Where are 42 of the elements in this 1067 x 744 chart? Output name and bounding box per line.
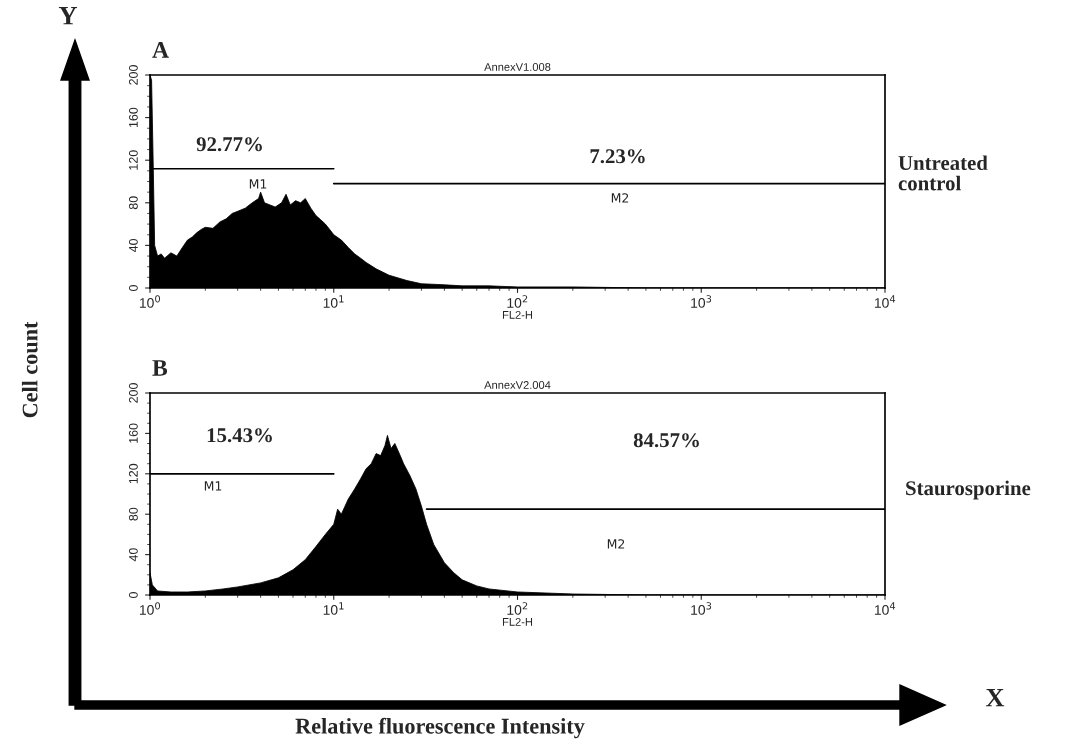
y-tick-label: 120 — [128, 463, 138, 484]
annotation: M1 — [204, 481, 222, 491]
y-tick-label: 40 — [128, 548, 138, 562]
x-axis-title: FL2-H — [502, 617, 533, 626]
text: Cell count — [21, 321, 38, 418]
x-tick-label: 10$^{1}$ — [323, 602, 344, 615]
y-tick-label: 0 — [128, 592, 138, 598]
annotation: 92.77% — [196, 137, 262, 152]
x-tick-label: 10$^{0}$ — [139, 295, 161, 308]
annotation: M1 — [249, 179, 267, 189]
annotation: 84.57% — [633, 433, 699, 448]
annotation: 7.23% — [590, 149, 645, 164]
annotation: M2 — [611, 193, 629, 203]
y-tick-label: 80 — [128, 196, 138, 210]
text: Staurosporine — [906, 480, 1031, 500]
x-tick-label: 10$^{3}$ — [691, 602, 712, 615]
chart-title: AnnexV1.008 — [484, 63, 551, 71]
x-tick-label: 10$^{1}$ — [323, 295, 344, 308]
y-tick-label: 80 — [128, 507, 138, 521]
x-tick-label: 10$^{2}$ — [507, 602, 528, 615]
x-tick-label: 10$^{0}$ — [139, 602, 161, 615]
y-tick-label: 0 — [128, 285, 138, 291]
x-tick-label: 10$^{4}$ — [874, 602, 896, 615]
text: X — [985, 689, 1005, 707]
annotation: M2 — [607, 539, 625, 549]
x-tick-label: 10$^{4}$ — [874, 295, 896, 308]
y-tick-label: 160 — [128, 107, 138, 128]
text: Untreated control — [898, 155, 988, 191]
text: Y — [58, 7, 78, 25]
y-tick-label: 200 — [128, 65, 138, 85]
chart-title: AnnexV2.004 — [484, 381, 551, 389]
text: Relative fluorescence Intensity — [295, 717, 585, 739]
y-tick-label: 160 — [128, 423, 138, 443]
text: B — [152, 360, 168, 376]
y-tick-label: 200 — [128, 383, 138, 403]
x-tick-label: 10$^{2}$ — [507, 295, 528, 308]
text: A — [152, 42, 169, 58]
x-axis-title: FL2-H — [502, 310, 533, 319]
x-tick-label: 10$^{3}$ — [691, 295, 712, 308]
y-tick-label: 40 — [128, 238, 138, 253]
y-tick-label: 120 — [128, 150, 138, 170]
annotation: 15.43% — [207, 428, 272, 443]
